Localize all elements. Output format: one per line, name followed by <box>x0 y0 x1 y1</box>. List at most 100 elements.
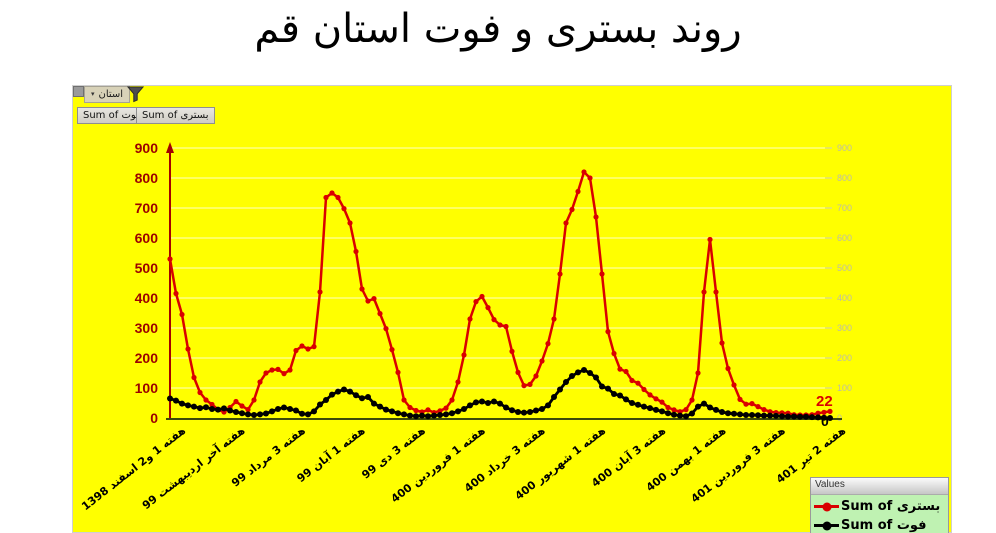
series-marker-fout <box>341 386 347 393</box>
field-button-sum-of-fout[interactable]: Sum of فوت <box>77 107 147 124</box>
series-marker-bastari <box>323 194 329 201</box>
y-axis-arrow-icon <box>166 142 174 153</box>
series-marker-bastari <box>815 410 821 416</box>
series-marker-fout <box>275 406 281 412</box>
series-marker-bastari <box>173 290 179 297</box>
series-marker-fout <box>443 411 449 418</box>
series-marker-fout <box>359 395 365 402</box>
series-marker-bastari <box>245 407 251 413</box>
series-marker-fout <box>821 414 827 421</box>
series-marker-fout <box>671 411 677 418</box>
series-marker-fout <box>407 412 413 419</box>
series-marker-fout <box>395 410 401 417</box>
y-axis-left-label: 700 <box>135 200 159 216</box>
series-marker-fout <box>665 410 671 417</box>
series-marker-bastari <box>197 389 203 396</box>
series-marker-bastari <box>743 401 749 407</box>
series-marker-fout <box>509 407 515 414</box>
series-marker-fout <box>179 400 185 407</box>
series-marker-bastari <box>311 344 317 350</box>
series-marker-bastari <box>635 380 641 386</box>
series-marker-fout <box>539 406 545 412</box>
series-marker-bastari <box>665 404 671 411</box>
y-axis-right-label: 700 <box>837 203 852 213</box>
series-marker-bastari <box>341 206 347 212</box>
chevron-down-icon[interactable]: ▾ <box>91 91 95 98</box>
series-marker-bastari <box>395 369 401 375</box>
series-marker-fout <box>719 409 725 415</box>
series-marker-fout <box>635 401 641 408</box>
page-title: روند بستری و فوت استان قم <box>254 6 742 52</box>
series-marker-bastari <box>329 190 335 196</box>
series-marker-fout <box>689 410 695 417</box>
series-marker-bastari <box>233 398 239 405</box>
series-marker-bastari <box>641 386 647 393</box>
series-marker-bastari <box>485 305 491 311</box>
series-marker-fout <box>185 402 191 409</box>
series-marker-fout <box>191 403 197 410</box>
series-marker-fout <box>653 406 659 413</box>
series-marker-fout <box>575 369 581 376</box>
series-marker-bastari <box>605 329 611 335</box>
series-marker-fout <box>215 406 221 413</box>
series-marker-bastari <box>689 397 695 403</box>
series-marker-fout <box>521 409 527 416</box>
y-axis-right-label: 900 <box>837 143 852 153</box>
series-marker-bastari <box>647 392 653 398</box>
series-marker-bastari <box>521 383 527 389</box>
series-marker-bastari <box>611 350 617 357</box>
series-marker-fout <box>725 410 731 417</box>
series-marker-bastari <box>719 340 725 346</box>
series-marker-fout <box>587 370 593 376</box>
series-marker-fout <box>209 406 215 412</box>
series-marker-bastari <box>659 399 665 405</box>
series-marker-bastari <box>821 409 827 415</box>
series-marker-fout <box>239 410 245 417</box>
series-marker-fout <box>419 412 425 419</box>
series-marker-fout <box>743 412 749 418</box>
series-marker-fout <box>461 406 467 412</box>
series-marker-fout <box>305 411 311 418</box>
series-marker-bastari <box>251 397 257 403</box>
series-marker-fout <box>731 410 737 417</box>
series-marker-fout <box>737 411 743 418</box>
series-marker-bastari <box>167 256 173 262</box>
series-marker-fout <box>695 403 701 410</box>
series-marker-fout <box>491 398 497 405</box>
y-axis-right-label: 600 <box>837 233 852 243</box>
series-marker-bastari <box>371 296 377 302</box>
series-marker-fout <box>425 413 431 420</box>
series-marker-fout <box>569 373 575 379</box>
series-marker-bastari <box>563 220 569 226</box>
series-marker-fout <box>377 403 383 410</box>
series-marker-bastari <box>203 397 209 403</box>
field-button-sum-of-bastari[interactable]: Sum of بستری <box>136 107 215 124</box>
series-marker-bastari <box>539 358 545 364</box>
y-axis-left-label: 500 <box>135 260 159 276</box>
series-marker-bastari <box>191 374 197 381</box>
y-axis-left-label: 900 <box>135 140 159 156</box>
series-marker-bastari <box>737 396 743 402</box>
series-marker-fout <box>557 386 563 393</box>
legend-item-label: Sum of بستری <box>841 499 941 514</box>
series-marker-bastari <box>587 175 593 181</box>
y-axis-left-label: 200 <box>135 350 159 366</box>
series-marker-fout <box>413 413 419 420</box>
series-marker-fout <box>605 385 611 392</box>
series-marker-bastari <box>281 371 287 377</box>
series-marker-bastari <box>527 381 533 387</box>
series-marker-bastari <box>209 401 215 408</box>
series-marker-fout <box>485 400 491 406</box>
series-marker-fout <box>551 394 557 400</box>
province-filter-button[interactable]: ▾ استان <box>84 86 131 103</box>
series-marker-bastari <box>305 346 311 352</box>
y-axis-right-label: 100 <box>837 383 852 393</box>
series-marker-bastari <box>239 403 245 409</box>
series-marker-bastari <box>515 369 521 375</box>
series-marker-fout <box>623 396 629 403</box>
series-marker-bastari <box>455 379 461 385</box>
series-marker-bastari <box>461 352 467 358</box>
filter-funnel-icon[interactable] <box>127 85 144 103</box>
series-marker-bastari <box>533 373 539 379</box>
